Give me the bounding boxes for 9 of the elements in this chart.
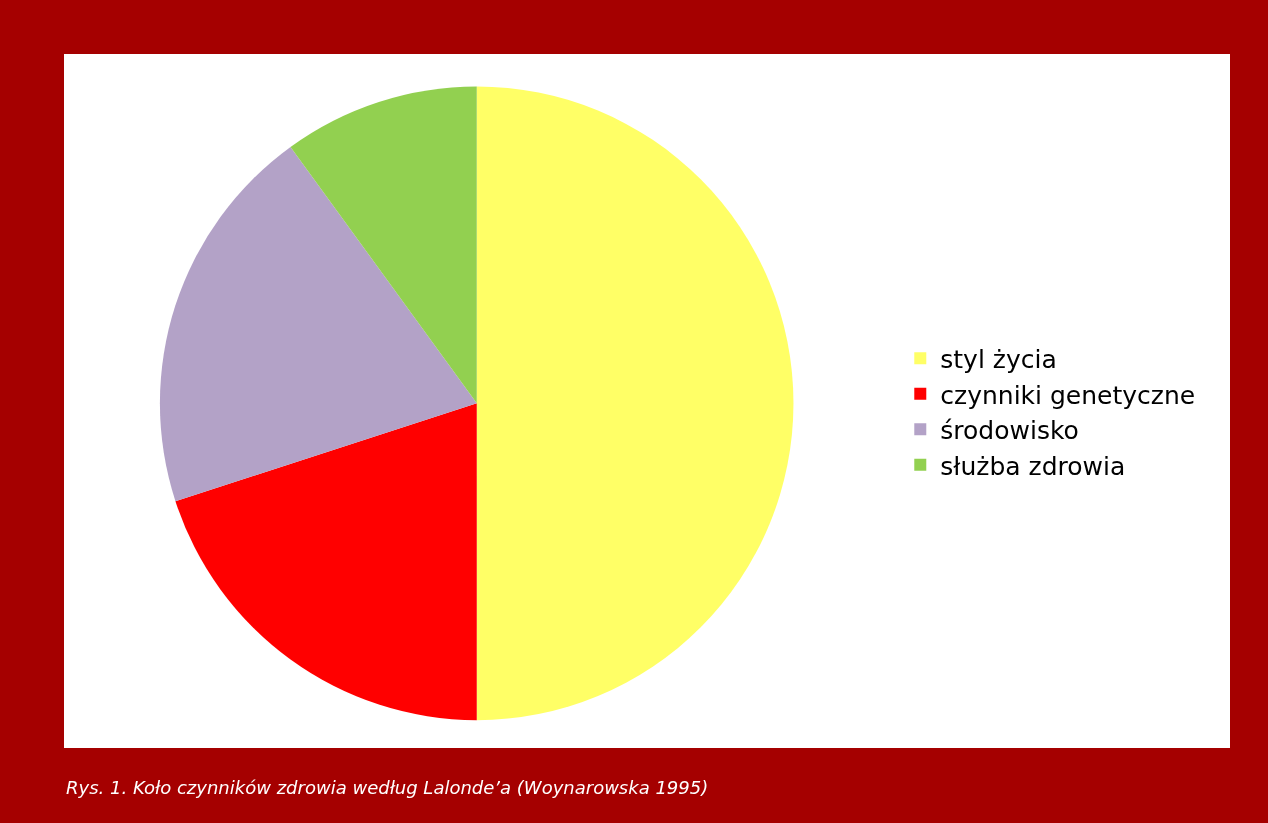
pie-slice <box>476 86 793 721</box>
pie-slice <box>175 403 477 721</box>
pie-slice <box>160 146 477 502</box>
legend-label: czynniki genetyczne <box>940 380 1196 410</box>
legend-label: środowisko <box>940 416 1079 445</box>
text: Rys. 1. Koło czynników zdrowia według Lalonde’a (Woynarowska 1995) <box>66 777 709 798</box>
legend-label: służba zdrowia <box>940 451 1126 481</box>
legend-label: styl życia <box>940 345 1057 374</box>
pie-slice <box>290 86 477 404</box>
